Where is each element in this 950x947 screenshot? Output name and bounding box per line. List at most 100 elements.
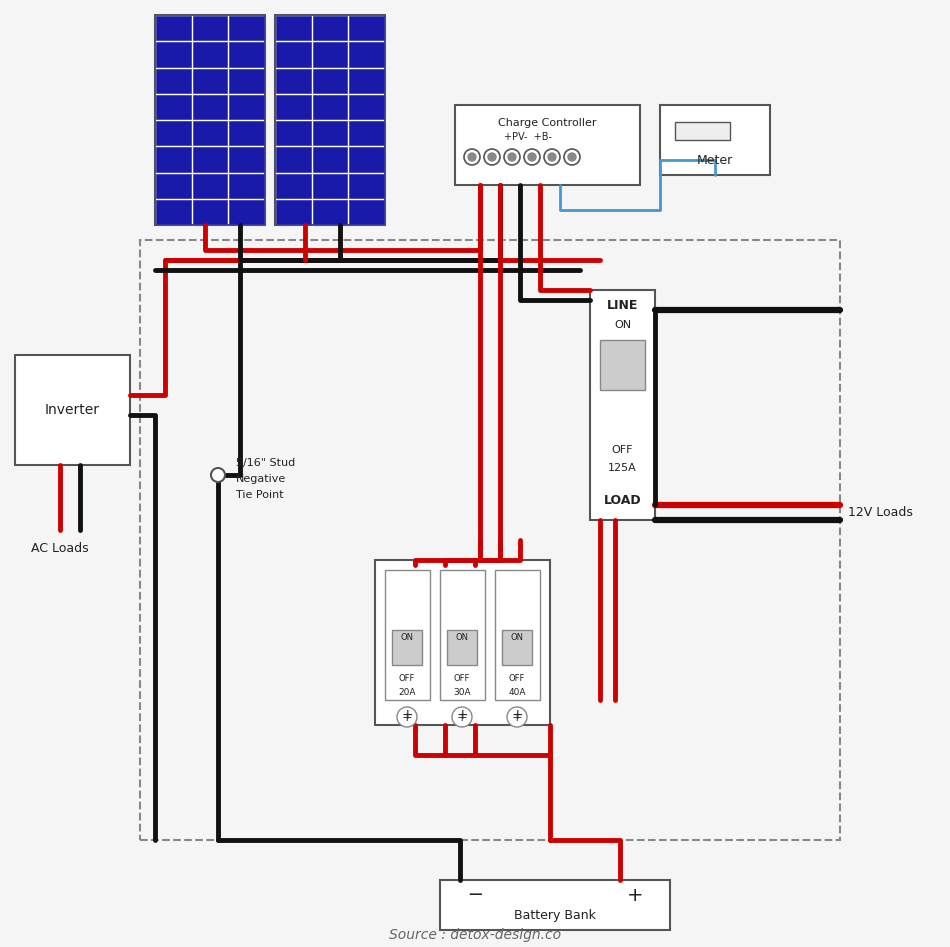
Bar xyxy=(229,147,264,171)
Bar xyxy=(313,68,348,93)
Bar xyxy=(313,147,348,171)
Bar xyxy=(313,95,348,119)
Bar xyxy=(350,68,384,93)
Bar xyxy=(193,43,227,66)
Circle shape xyxy=(528,153,536,161)
Text: 30A: 30A xyxy=(453,688,471,696)
Bar xyxy=(229,95,264,119)
Text: LOAD: LOAD xyxy=(603,493,641,507)
Bar xyxy=(229,16,264,41)
Text: ON: ON xyxy=(614,320,631,330)
Bar xyxy=(156,16,191,41)
Bar xyxy=(313,121,348,145)
Text: ON: ON xyxy=(510,633,523,641)
Bar xyxy=(600,340,645,390)
Bar xyxy=(440,570,485,700)
Circle shape xyxy=(464,149,480,165)
Bar xyxy=(350,121,384,145)
Bar xyxy=(313,43,348,66)
Text: OFF: OFF xyxy=(399,673,415,683)
Text: ─: ─ xyxy=(469,885,481,904)
Bar xyxy=(350,147,384,171)
Bar xyxy=(455,105,640,185)
Bar xyxy=(276,43,311,66)
Bar xyxy=(392,630,422,665)
Text: Source : detox-design.co: Source : detox-design.co xyxy=(389,928,561,942)
Bar xyxy=(156,147,191,171)
Bar xyxy=(350,16,384,41)
Bar xyxy=(156,43,191,66)
Bar xyxy=(229,200,264,224)
Bar xyxy=(156,173,191,198)
Circle shape xyxy=(468,153,476,161)
Bar xyxy=(440,880,670,930)
Bar xyxy=(140,240,840,840)
Circle shape xyxy=(507,707,527,727)
Circle shape xyxy=(568,153,576,161)
Bar xyxy=(313,200,348,224)
Bar xyxy=(276,16,311,41)
Bar xyxy=(675,122,730,140)
Bar xyxy=(447,630,477,665)
Text: +: + xyxy=(457,710,467,724)
Bar xyxy=(313,16,348,41)
Bar xyxy=(276,95,311,119)
Bar xyxy=(155,15,265,225)
Bar xyxy=(660,105,770,175)
Text: +: + xyxy=(401,708,413,722)
Bar xyxy=(276,173,311,198)
Bar xyxy=(385,570,430,700)
Bar xyxy=(350,200,384,224)
Circle shape xyxy=(524,149,540,165)
Bar xyxy=(193,68,227,93)
Bar xyxy=(276,200,311,224)
Text: +: + xyxy=(511,708,522,722)
Bar xyxy=(193,95,227,119)
Bar xyxy=(276,121,311,145)
Bar xyxy=(156,95,191,119)
Bar xyxy=(193,173,227,198)
Text: +: + xyxy=(627,885,643,904)
Text: Battery Bank: Battery Bank xyxy=(514,908,596,921)
Bar xyxy=(156,121,191,145)
Text: +: + xyxy=(456,708,467,722)
Text: +: + xyxy=(512,710,523,724)
Text: ON: ON xyxy=(401,633,413,641)
Bar xyxy=(229,68,264,93)
Text: OFF: OFF xyxy=(612,445,634,455)
Text: Negative: Negative xyxy=(236,474,286,484)
Text: 5/16" Stud: 5/16" Stud xyxy=(236,458,295,468)
Circle shape xyxy=(564,149,580,165)
Text: +PV-  +B-: +PV- +B- xyxy=(504,132,552,142)
Bar xyxy=(193,147,227,171)
Circle shape xyxy=(548,153,556,161)
Circle shape xyxy=(484,149,500,165)
Bar xyxy=(375,560,550,725)
Bar xyxy=(590,290,655,520)
Circle shape xyxy=(504,149,520,165)
Bar xyxy=(502,630,532,665)
Circle shape xyxy=(397,707,417,727)
Bar xyxy=(350,173,384,198)
Bar xyxy=(229,43,264,66)
Bar xyxy=(276,68,311,93)
Text: Meter: Meter xyxy=(697,153,733,167)
Circle shape xyxy=(488,153,496,161)
Bar xyxy=(229,121,264,145)
Bar xyxy=(156,68,191,93)
Text: 40A: 40A xyxy=(508,688,525,696)
Bar xyxy=(275,15,385,225)
Text: AC Loads: AC Loads xyxy=(31,542,88,555)
Text: ON: ON xyxy=(455,633,468,641)
Bar xyxy=(350,95,384,119)
Bar xyxy=(193,16,227,41)
Text: Tie Point: Tie Point xyxy=(236,490,284,500)
Text: 12V Loads: 12V Loads xyxy=(848,506,913,519)
Bar xyxy=(495,570,540,700)
Circle shape xyxy=(452,707,472,727)
Bar xyxy=(156,200,191,224)
Bar xyxy=(193,200,227,224)
Text: OFF: OFF xyxy=(454,673,470,683)
Text: OFF: OFF xyxy=(509,673,525,683)
Text: 125A: 125A xyxy=(608,463,636,473)
